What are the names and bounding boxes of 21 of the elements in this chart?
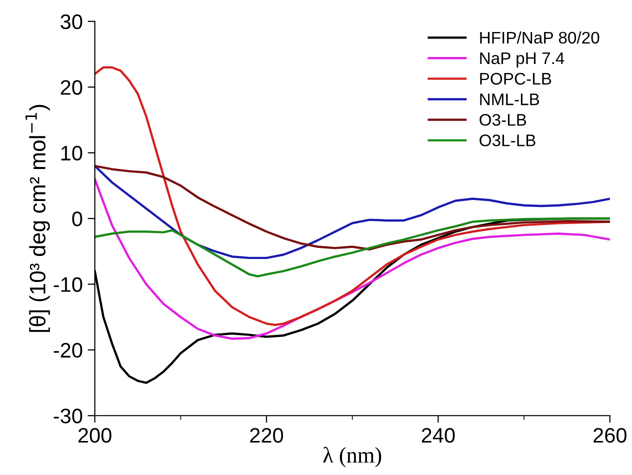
- y-axis-title: [θ] (10³ deg cm² mol$^{−1}$): [25, 104, 50, 332]
- x-tick-label: 220: [250, 428, 284, 443]
- legend-label: O3-LB: [480, 114, 526, 126]
- legend-label: O3L-LB: [480, 134, 536, 146]
- y-tick-label: 0: [72, 212, 82, 226]
- legend-label: POPC-LB: [480, 72, 552, 85]
- y-tick-label: -10: [54, 277, 82, 292]
- y-tick-label: 20: [60, 80, 82, 95]
- line-series: [94, 178, 610, 340]
- y-tick-label: 30: [60, 14, 82, 30]
- y-tick-label: -20: [54, 342, 82, 358]
- x-tick-label: 260: [594, 428, 626, 443]
- legend-label: HFIP/NaP 80/20: [480, 31, 600, 44]
- y-tick-label: -30: [54, 408, 82, 424]
- x-tick-label: 240: [422, 428, 455, 443]
- line-series: [94, 217, 610, 278]
- legend-label: NaP pH 7.4: [480, 52, 564, 68]
- y-tick-label: 10: [61, 146, 82, 161]
- legend-label: NML-LB: [480, 94, 540, 106]
- x-axis-title: λ (nm): [323, 446, 382, 468]
- x-tick-label: 200: [78, 428, 112, 443]
